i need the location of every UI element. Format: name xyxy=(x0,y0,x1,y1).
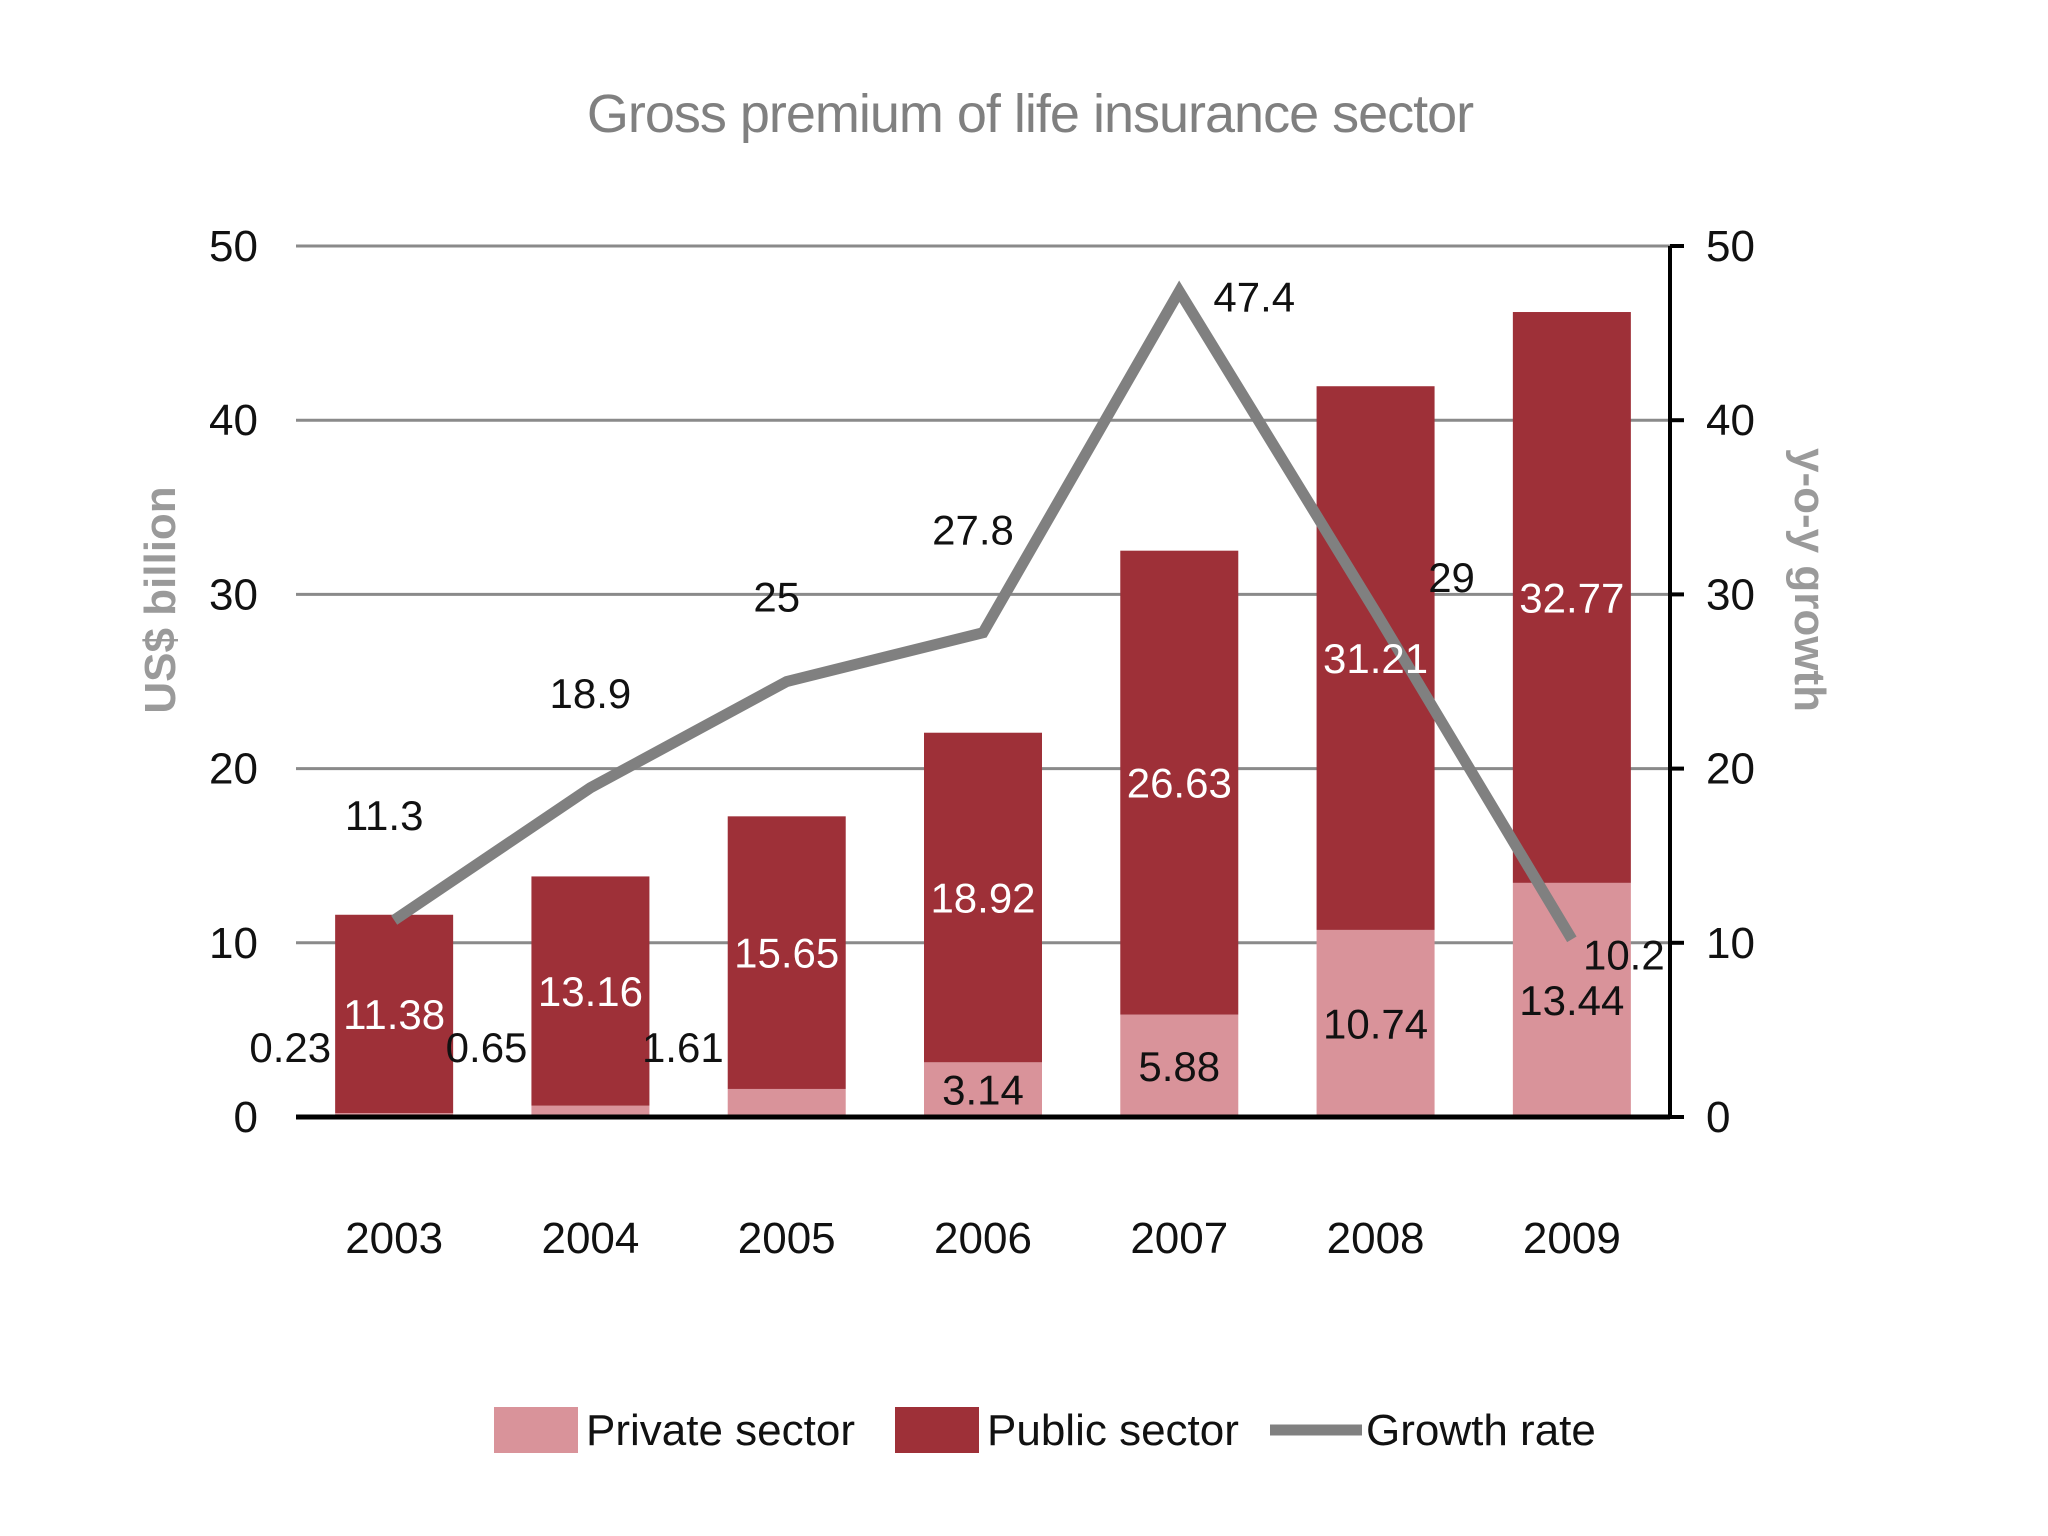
bar-public-2009 xyxy=(1512,312,1631,883)
legend-growth-rate: Growth rate xyxy=(1270,1406,1596,1455)
data-label-private: 13.44 xyxy=(1519,977,1624,1024)
y2-tick-label: 10 xyxy=(1706,919,1755,968)
bar-private-2008 xyxy=(1316,929,1435,1117)
bar-public-2006 xyxy=(924,732,1042,1063)
x-tick-label: 2006 xyxy=(934,1214,1032,1263)
data-label-public: 26.63 xyxy=(1127,760,1232,807)
data-label-growth: 11.3 xyxy=(345,792,424,839)
bar-private-2007 xyxy=(1120,1014,1239,1117)
data-label-private: 10.74 xyxy=(1323,1000,1428,1047)
legend-private-sector-label: Private sector xyxy=(586,1406,855,1455)
legend-public-sector-label: Public sector xyxy=(987,1406,1239,1455)
x-tick-label: 2008 xyxy=(1327,1214,1425,1263)
data-label-private: 1.61 xyxy=(642,1024,724,1071)
y-tick-label: 0 xyxy=(234,1093,258,1142)
data-label-growth: 27.8 xyxy=(932,507,1014,554)
data-label-public: 13.16 xyxy=(538,968,643,1015)
legend-public-sector: Public sector xyxy=(895,1406,1239,1455)
bar-public-2005 xyxy=(727,816,846,1089)
legend-private-sector-swatch xyxy=(494,1407,578,1453)
y2-axis-label: y-o-y growth xyxy=(1785,448,1834,712)
y-tick-label: 20 xyxy=(209,745,258,794)
axes: 0 10 20 30 40 50 0 10 20 30 40 50 2003 2004 2005 2006 20… xyxy=(209,222,1755,1263)
bar-private-2009 xyxy=(1512,882,1631,1117)
chart-title: Gross premium of life insurance sector xyxy=(587,84,1474,144)
data-label-public: 18.92 xyxy=(930,875,1035,922)
growth-rate-line xyxy=(391,280,1577,943)
gridlines xyxy=(296,244,1670,945)
bars xyxy=(335,312,1631,1117)
data-label-private: 0.23 xyxy=(249,1024,331,1071)
bar-public-2004 xyxy=(531,876,650,1106)
data-label-growth: 10.2 xyxy=(1583,931,1665,978)
y2-tick-label: 20 xyxy=(1706,745,1755,794)
bar-private-2006 xyxy=(924,1062,1042,1117)
growth-line-group xyxy=(391,280,1577,943)
bar-private-2005 xyxy=(727,1088,846,1117)
x-tick-label: 2009 xyxy=(1523,1214,1621,1263)
data-label-private: 5.88 xyxy=(1138,1043,1220,1090)
data-labels: 11.38 13.16 15.65 18.92 26.63 31.21 32.77 0.23 0… xyxy=(249,273,1664,1113)
y2-tick-label: 0 xyxy=(1706,1093,1730,1142)
legend: Private sector Public sector Growth rate xyxy=(494,1406,1596,1455)
y-tick-label: 40 xyxy=(209,396,258,445)
data-label-growth: 47.4 xyxy=(1213,273,1295,320)
data-label-public: 31.21 xyxy=(1323,635,1428,682)
legend-growth-rate-label: Growth rate xyxy=(1366,1406,1596,1455)
data-label-growth: 18.9 xyxy=(550,670,632,717)
y-axis-label: US$ billion xyxy=(136,486,185,713)
bar-private-2004 xyxy=(531,1105,650,1117)
bar-public-2007 xyxy=(1120,550,1239,1015)
y-tick-label: 50 xyxy=(209,222,258,271)
data-label-growth: 25 xyxy=(753,574,800,621)
bar-public-2008 xyxy=(1316,386,1435,930)
x-tick-label: 2007 xyxy=(1130,1214,1228,1263)
data-label-private: 0.65 xyxy=(446,1024,528,1071)
y2-tick-label: 50 xyxy=(1706,222,1755,271)
y-tick-label: 30 xyxy=(209,570,258,619)
x-tick-label: 2005 xyxy=(738,1214,836,1263)
data-label-public: 32.77 xyxy=(1519,574,1624,621)
data-label-public: 11.38 xyxy=(343,991,445,1038)
legend-public-sector-swatch xyxy=(895,1407,979,1453)
y2-tick-label: 40 xyxy=(1706,396,1755,445)
y2-tick-label: 30 xyxy=(1706,570,1755,619)
x-tick-label: 2003 xyxy=(345,1214,443,1263)
x-tick-label: 2004 xyxy=(541,1214,639,1263)
data-label-public: 15.65 xyxy=(734,930,839,977)
y-tick-label: 10 xyxy=(209,919,258,968)
bar-public-2003 xyxy=(335,914,454,1113)
data-label-private: 3.14 xyxy=(942,1067,1024,1114)
data-label-growth: 29 xyxy=(1428,554,1475,601)
legend-private-sector: Private sector xyxy=(494,1406,855,1455)
